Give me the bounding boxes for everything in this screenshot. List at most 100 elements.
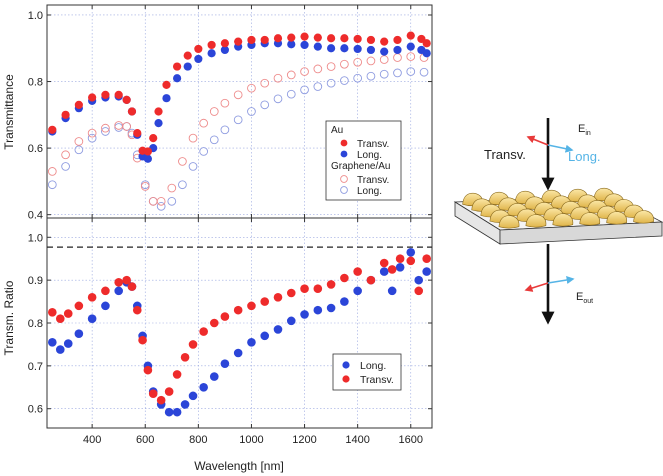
y-tick-label: 0.4 [28, 210, 43, 222]
ratio-legend: Long. Transv. [332, 353, 402, 391]
transmittance-y-axis-label: Transmittance [2, 74, 16, 150]
transmittance-series [47, 31, 431, 211]
data-point [313, 33, 322, 42]
transmittance-legend: Au Transv. Long. Graphene/Au Transv. Lon… [325, 120, 402, 201]
data-point [87, 128, 97, 138]
ratio-series [48, 247, 431, 417]
data-point [122, 275, 131, 285]
data-point [300, 85, 309, 95]
data-point [233, 90, 243, 100]
data-point [406, 52, 416, 61]
data-point [87, 133, 97, 143]
transverse-label: Transv. [484, 147, 526, 162]
data-point [61, 150, 70, 160]
data-point [209, 372, 219, 381]
data-point [61, 110, 70, 119]
data-point [273, 292, 283, 302]
data-point [188, 340, 198, 349]
legend-ratio-long-label: Long. [360, 360, 386, 372]
data-point [300, 310, 309, 319]
data-point [101, 123, 110, 133]
data-point [199, 382, 208, 392]
y-tick-label: 0.6 [28, 143, 43, 155]
x-tick-label: 1600 [399, 434, 423, 446]
data-point [61, 162, 70, 171]
data-point [247, 301, 256, 311]
data-point [88, 93, 97, 102]
data-point [273, 94, 283, 104]
data-point [247, 83, 256, 93]
gold-nanostructure [633, 210, 654, 224]
gold-nanostructure [525, 214, 547, 228]
x-tick-label: 1200 [292, 434, 316, 446]
data-point [393, 35, 402, 45]
data-point [178, 180, 187, 190]
legend-ratio-transv-label: Transv. [360, 374, 394, 386]
data-point [419, 67, 429, 77]
data-point [393, 45, 402, 55]
data-point [199, 118, 209, 128]
data-point [122, 122, 132, 131]
data-point [380, 37, 389, 46]
gold-nanostructure-array [462, 187, 654, 229]
gold-nanostructure [498, 215, 520, 229]
ratio-axis-ticks: 400 600 800 1000 1200 1400 1600 0.6 0.7 0.8 0.9 1.0 [28, 218, 432, 446]
data-point [101, 286, 110, 296]
x-axis-label: Wavelength [nm] [194, 459, 284, 473]
data-point [143, 365, 153, 375]
data-point [194, 54, 203, 64]
data-point [140, 182, 150, 191]
data-point [379, 69, 389, 79]
y-tick-label: 0.9 [28, 275, 43, 287]
data-point [183, 51, 192, 60]
data-point [366, 56, 376, 66]
data-point [164, 387, 174, 396]
data-point [340, 44, 349, 53]
data-point [180, 352, 190, 362]
data-point [48, 125, 57, 134]
incident-transverse-field-arrow [526, 135, 549, 146]
y-tick-label: 0.6 [28, 404, 43, 416]
legend-graphene-transv-marker [340, 175, 348, 183]
data-point [114, 90, 123, 99]
data-point [395, 262, 405, 272]
data-point [209, 318, 219, 328]
y-tick-label: 0.8 [28, 318, 43, 330]
field-out-label: Eout [576, 291, 593, 305]
data-point [149, 134, 158, 143]
legend-graphene-long-marker [340, 186, 348, 194]
data-point [47, 167, 57, 176]
data-point [406, 42, 415, 51]
data-point [220, 125, 230, 135]
data-point [340, 76, 349, 85]
data-point [173, 62, 182, 71]
field-in-symbol: E [578, 123, 585, 135]
data-point [122, 95, 131, 104]
y-tick-label: 0.8 [28, 77, 43, 89]
data-point [114, 286, 123, 296]
data-point [273, 34, 283, 43]
data-point [48, 337, 57, 347]
data-point [366, 71, 376, 81]
legend-au-long-marker [340, 150, 348, 158]
field-in-label: Ein [578, 123, 591, 137]
data-point [173, 74, 182, 83]
ratio-grid [47, 218, 432, 428]
data-point [209, 107, 219, 116]
field-out-symbol: E [576, 291, 583, 303]
data-point [47, 180, 57, 190]
transmittance-grid [47, 5, 432, 218]
data-point [395, 254, 405, 264]
data-point [74, 137, 84, 146]
data-point [233, 348, 243, 358]
data-point [422, 39, 431, 48]
data-point [87, 314, 97, 324]
data-point [326, 280, 336, 289]
data-point [209, 135, 219, 145]
data-point [326, 78, 336, 88]
data-point [340, 34, 349, 43]
data-point [422, 267, 431, 276]
data-point [87, 292, 97, 302]
legend-ratio-transv-marker [342, 375, 350, 383]
